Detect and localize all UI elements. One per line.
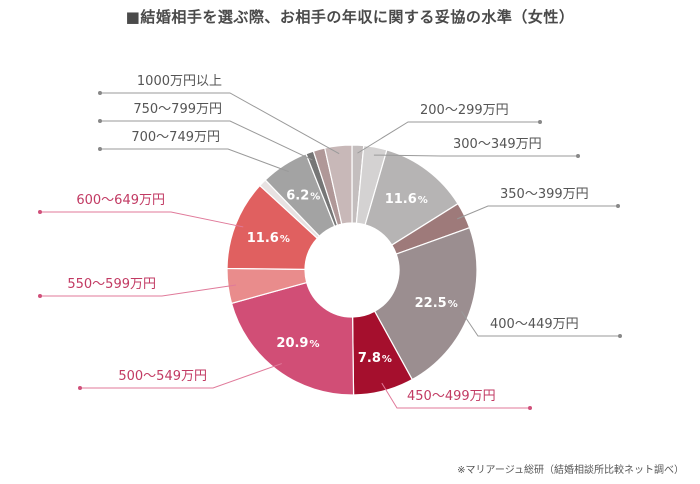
leader-dot xyxy=(576,154,580,158)
leader-line xyxy=(373,154,578,157)
slice-value-label: 11.6% xyxy=(247,231,290,246)
leader-dot xyxy=(538,120,542,124)
leader-line xyxy=(457,205,618,220)
leader-dot xyxy=(98,147,102,151)
leader-line xyxy=(357,121,540,154)
leader-dot xyxy=(98,119,102,123)
slice-5 xyxy=(373,226,478,381)
leader-dot xyxy=(38,210,42,214)
leader-line xyxy=(80,363,282,389)
leader-dot xyxy=(616,204,620,208)
slice-7 xyxy=(230,281,355,396)
leader-line xyxy=(40,284,237,297)
leader-line xyxy=(461,311,620,337)
category-label: 450〜499万円 xyxy=(407,389,496,404)
category-label: 700〜749万円 xyxy=(131,130,220,145)
category-label: 600〜649万円 xyxy=(76,193,165,208)
category-label: 400〜449万円 xyxy=(490,317,579,332)
leader-dot xyxy=(78,386,82,390)
slice-14 xyxy=(324,144,353,225)
slice-value-label: 11.6% xyxy=(385,192,428,207)
category-label: 350〜399万円 xyxy=(500,187,589,202)
leader-dot xyxy=(528,406,532,410)
category-label: 300〜349万円 xyxy=(453,137,542,152)
category-label: 1000万円以上 xyxy=(137,74,222,89)
slice-value-label: 7.8% xyxy=(358,351,392,366)
leader-line xyxy=(100,148,289,173)
slice-value-label: 22.5% xyxy=(415,296,458,311)
category-label: 200〜299万円 xyxy=(420,103,509,118)
source-note: ※マリアージュ総研（結婚相談所比較ネット調べ） xyxy=(457,465,684,476)
leader-dot xyxy=(98,91,102,95)
leader-line xyxy=(100,120,313,161)
category-label: 750〜799万円 xyxy=(133,102,222,117)
slice-value-label: 20.9% xyxy=(276,336,319,351)
chart-title: ■結婚相手を選ぶ際、お相手の年収に関する妥協の水準（女性） xyxy=(125,8,575,26)
leader-line xyxy=(40,211,244,228)
category-label: 500〜549万円 xyxy=(118,369,207,384)
leader-dot xyxy=(38,294,42,298)
leader-line xyxy=(381,382,530,409)
leader-dot xyxy=(618,334,622,338)
slice-value-label: 6.2% xyxy=(286,188,320,203)
leader-line xyxy=(100,92,340,155)
category-label: 550〜599万円 xyxy=(67,277,156,292)
